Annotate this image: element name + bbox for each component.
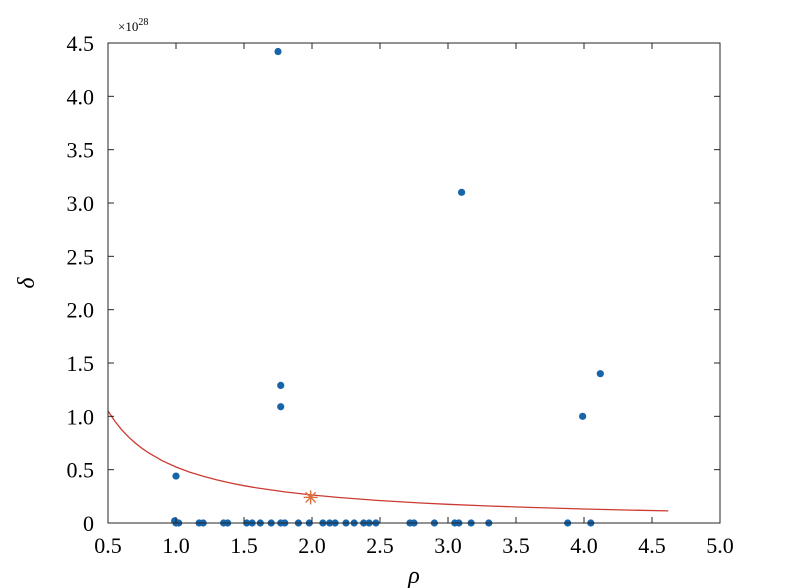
y-tick-label: 4.0 [67,84,95,109]
y-tick-label: 0 [83,511,94,536]
y-tick-label: 2.0 [67,298,95,323]
y-tick-label: 3.5 [67,138,95,163]
data-point [277,381,285,389]
data-point [596,370,604,378]
star-layer [303,490,318,505]
data-point [172,472,180,480]
y-multiplier-exponent: 28 [138,17,148,28]
x-tick-label: 1.0 [162,533,190,558]
plot-frame [107,42,721,524]
y-multiplier-label: ×1028 [118,17,148,34]
x-tick-label: 4.5 [638,533,666,558]
y-tick-label: 0.5 [67,458,95,483]
data-point [458,188,466,196]
y-tick-label: 3.0 [67,191,95,216]
y-tick-label: 1.0 [67,404,95,429]
y-axis-label: δ [14,277,40,289]
x-tick-label: 3.5 [502,533,530,558]
data-point [579,412,587,420]
x-tick-label: 2.0 [298,533,326,558]
x-tick-label: 3.0 [434,533,462,558]
data-point [274,47,282,56]
x-tick-label: 5.0 [706,533,734,558]
y-multiplier-base: ×10 [118,19,138,34]
x-tick-label: 4.0 [570,533,598,558]
x-tick-label: 0.5 [94,533,122,558]
y-ticks: 0 0.5 1.0 1.5 2.0 2.5 3.0 3.5 4.0 4.5 [67,31,720,536]
curve-layer [107,410,669,512]
x-axis-label: ρ [407,563,420,588]
x-tick-label: 2.5 [366,533,394,558]
x-tick-label: 1.5 [230,533,258,558]
y-tick-label: 2.5 [67,244,95,269]
y-tick-label: 1.5 [67,351,95,376]
x-ticks: 0.5 1.0 1.5 2.0 2.5 3.0 3.5 4.0 4.5 5.0 [94,43,734,558]
data-point [277,403,285,411]
y-tick-label: 4.5 [67,31,95,56]
star-marker-stroke [305,491,317,503]
decision-curve [107,410,669,512]
star-marker [303,490,318,505]
